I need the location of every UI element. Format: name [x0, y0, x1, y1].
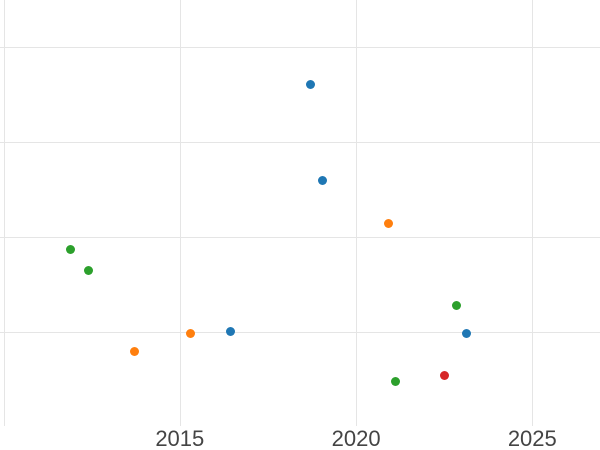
x-tick-label: 2025	[507, 426, 557, 450]
data-point-series-orange	[383, 219, 393, 229]
x-tick-label: 2020	[331, 426, 381, 450]
v-gridline	[532, 0, 534, 426]
data-point-series-blue	[225, 326, 235, 336]
h-gridline	[0, 236, 600, 238]
v-gridline	[3, 0, 5, 426]
v-gridline	[179, 0, 181, 426]
data-point-series-green	[391, 377, 401, 386]
data-point-series-green	[83, 265, 93, 275]
data-point-series-blue	[306, 80, 316, 90]
data-point-series-green	[451, 300, 461, 310]
h-gridline	[0, 46, 600, 48]
data-point-series-red	[439, 371, 449, 381]
x-tick-label: 2015	[155, 426, 205, 450]
data-point-series-orange	[185, 329, 195, 339]
data-point-series-orange	[129, 346, 139, 356]
data-point-series-green	[65, 244, 75, 254]
h-gridline	[0, 332, 600, 333]
data-point-series-blue	[461, 329, 471, 339]
v-gridline	[356, 0, 358, 426]
h-gridline	[0, 141, 600, 143]
data-point-series-blue	[318, 176, 328, 186]
